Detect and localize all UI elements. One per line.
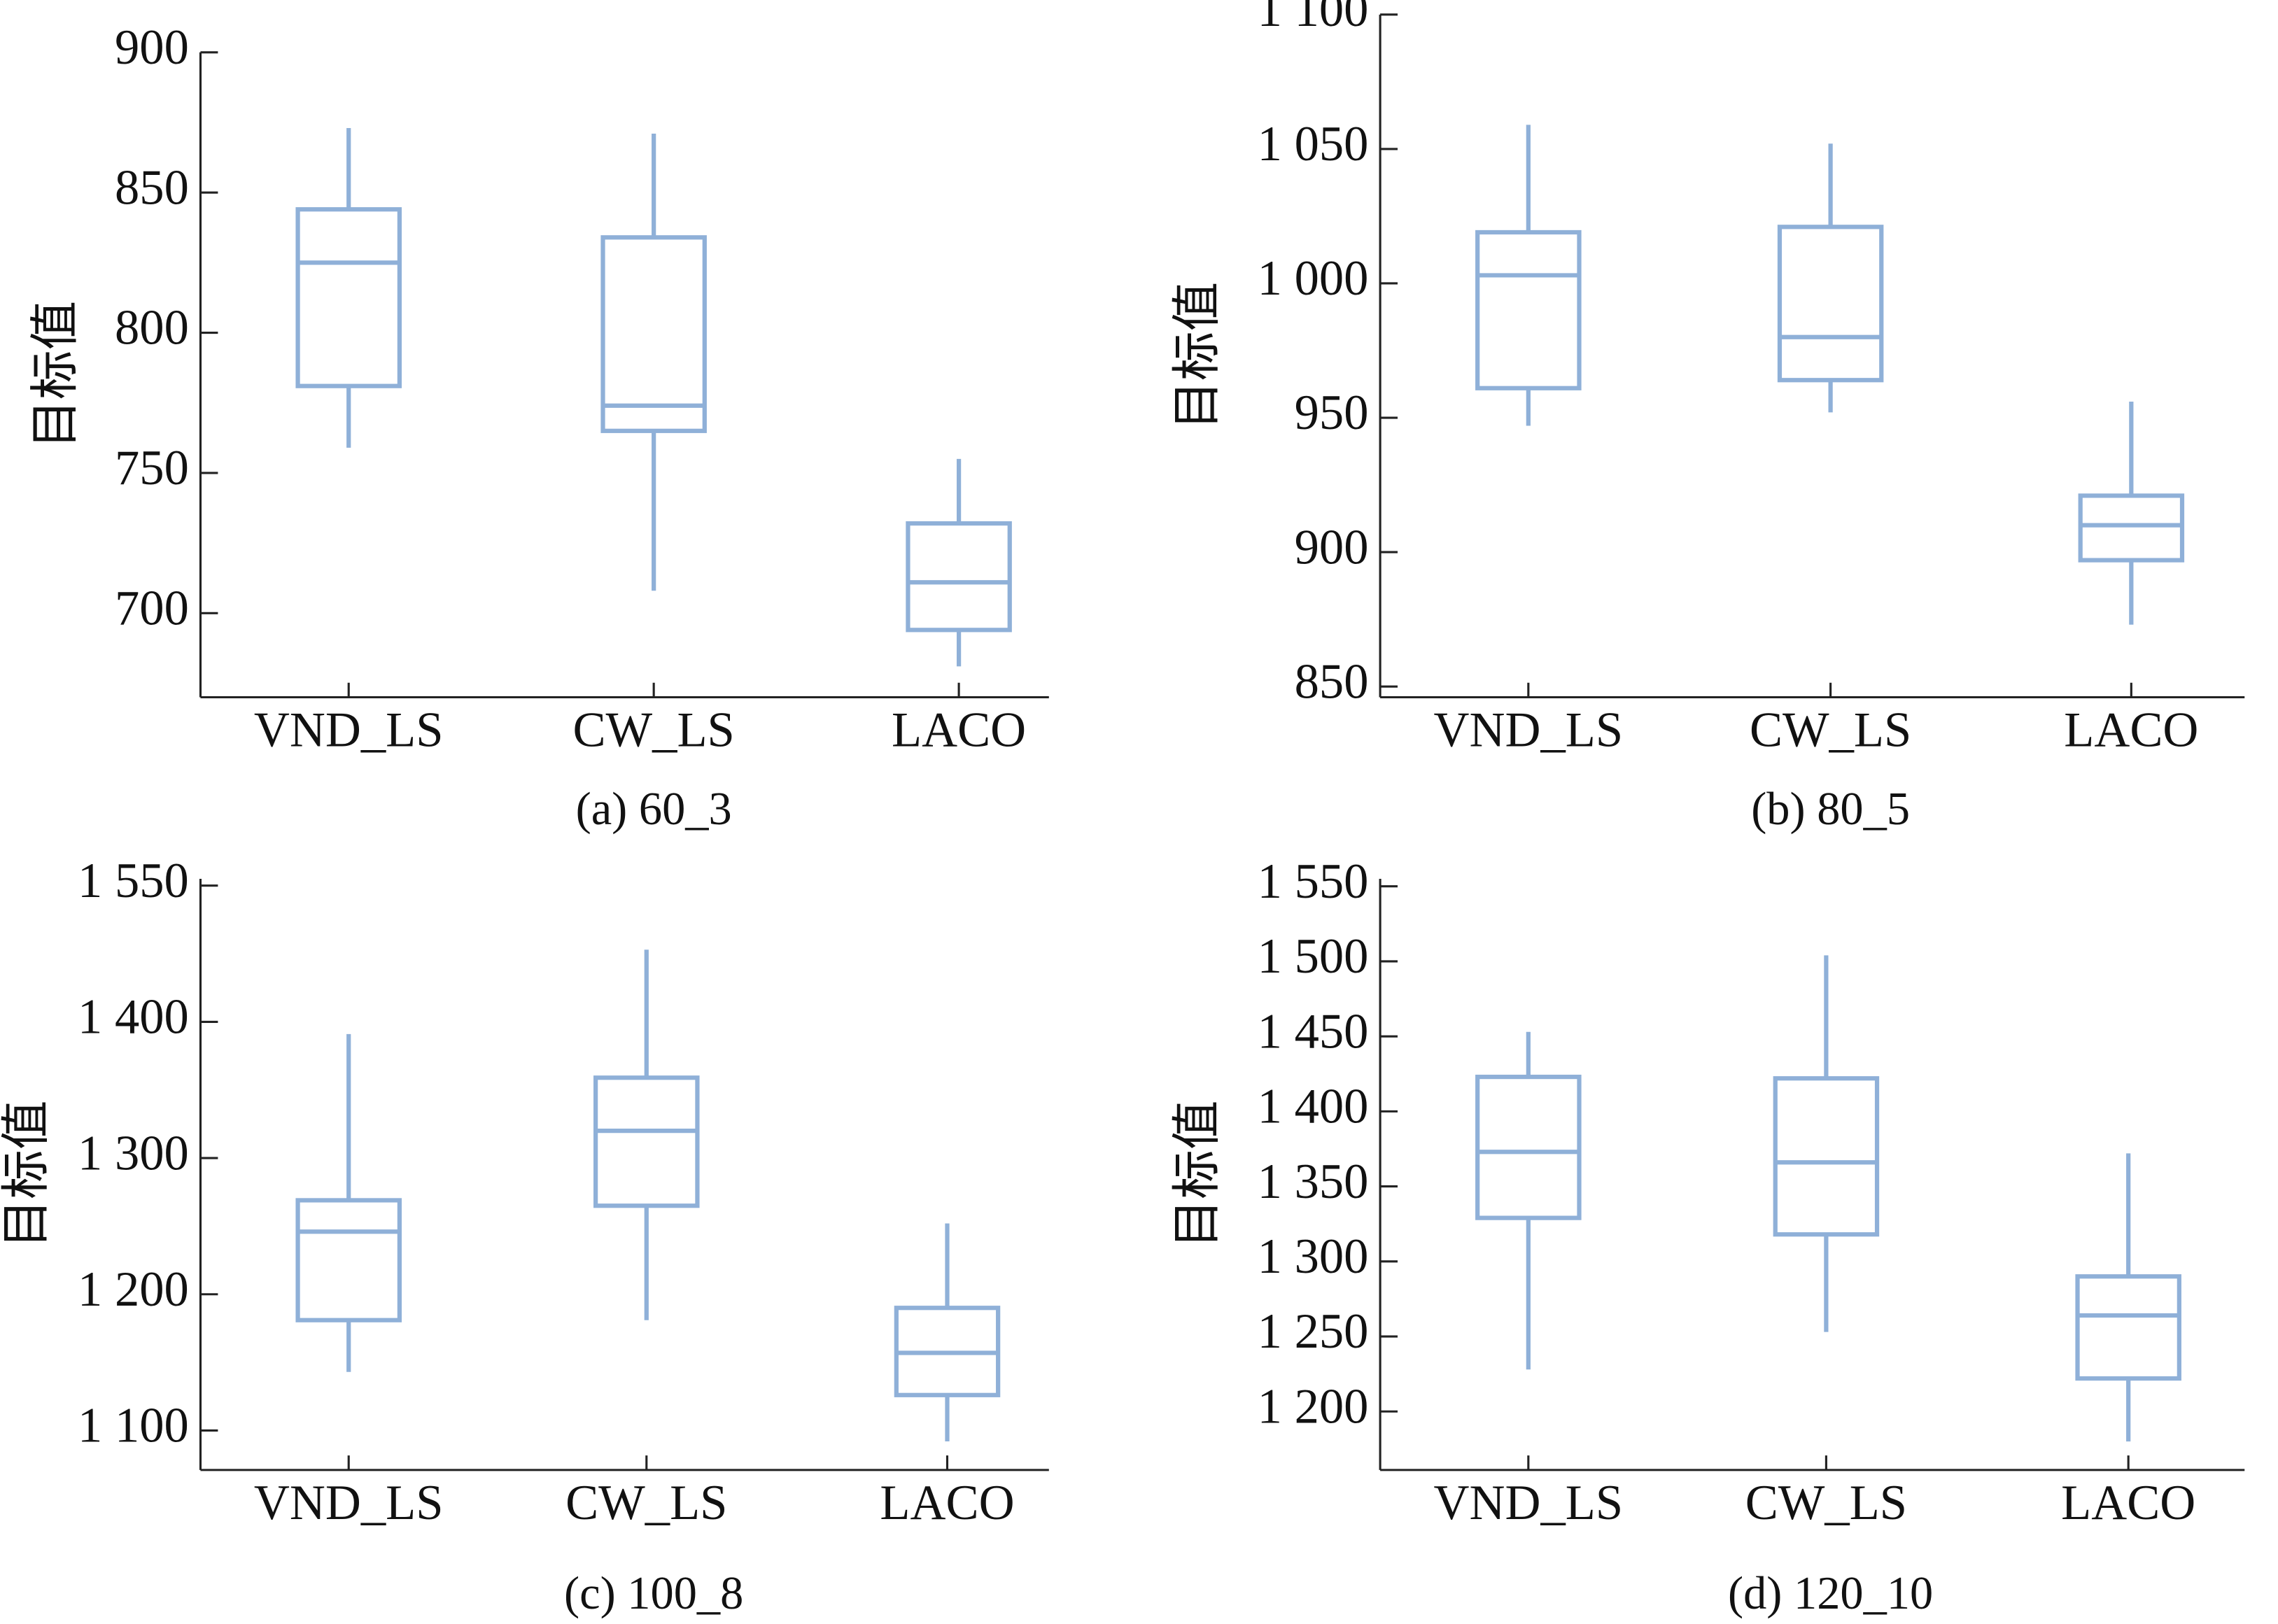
y-tick-label: 1 400 — [78, 990, 189, 1045]
x-tick-label: VND_LS — [1434, 1476, 1624, 1530]
box — [906, 521, 1012, 633]
y-tick-label: 1 300 — [1258, 1229, 1369, 1284]
y-tick-label: 850 — [115, 160, 189, 215]
box — [295, 1198, 402, 1322]
box — [295, 207, 402, 388]
box — [1773, 1076, 1880, 1237]
x-tick-label: VND_LS — [254, 703, 444, 758]
box — [1777, 225, 1884, 383]
y-tick-label: 1 100 — [78, 1399, 189, 1453]
box — [2078, 493, 2185, 563]
y-tick-label: 1 550 — [78, 854, 189, 908]
caption: (a) 60_3 — [576, 784, 732, 835]
box — [1475, 230, 1582, 390]
caption: (c) 100_8 — [564, 1568, 743, 1619]
x-tick-label: LACO — [880, 1476, 1014, 1530]
y-axis-label: 目标值 — [1167, 1101, 1225, 1249]
x-tick-label: CW_LS — [572, 703, 734, 758]
y-tick-label: 1 400 — [1258, 1080, 1369, 1134]
box — [600, 235, 707, 433]
y-tick-label: 1 000 — [1258, 251, 1369, 306]
y-tick-label: 1 200 — [1258, 1379, 1369, 1434]
caption: (d) 120_10 — [1728, 1568, 1933, 1619]
y-axis-label: 目标值 — [1167, 282, 1225, 430]
x-tick-label: LACO — [892, 703, 1026, 758]
y-tick-label: 950 — [1295, 386, 1369, 440]
x-tick-label: LACO — [2061, 1476, 2195, 1530]
x-tick-label: CW_LS — [1750, 703, 1911, 758]
y-tick-label: 1 050 — [1258, 117, 1369, 171]
y-axis-label: 目标值 — [0, 1101, 55, 1249]
y-tick-label: 700 — [115, 581, 189, 635]
y-tick-label: 1 350 — [1258, 1155, 1369, 1209]
box — [1475, 1074, 1582, 1220]
caption: (b) 80_5 — [1751, 784, 1910, 835]
y-tick-label: 1 250 — [1258, 1304, 1369, 1359]
y-tick-label: 1 450 — [1258, 1004, 1369, 1059]
y-axis-label: 目标值 — [26, 301, 84, 449]
y-tick-label: 850 — [1295, 654, 1369, 709]
y-tick-label: 1 500 — [1258, 929, 1369, 984]
y-tick-label: 1 100 — [1258, 0, 1369, 37]
x-tick-label: CW_LS — [565, 1476, 727, 1530]
box — [593, 1075, 700, 1208]
x-tick-label: VND_LS — [1434, 703, 1624, 758]
y-tick-label: 800 — [115, 301, 189, 355]
x-tick-label: VND_LS — [254, 1476, 444, 1530]
y-tick-label: 900 — [115, 20, 189, 75]
y-tick-label: 1 300 — [78, 1126, 189, 1180]
y-tick-label: 1 550 — [1258, 854, 1369, 909]
y-tick-label: 750 — [115, 441, 189, 495]
y-tick-label: 1 200 — [78, 1262, 189, 1317]
x-tick-label: LACO — [2064, 703, 2198, 758]
box — [2075, 1274, 2181, 1381]
y-tick-label: 900 — [1295, 520, 1369, 574]
x-tick-label: CW_LS — [1745, 1476, 1907, 1530]
